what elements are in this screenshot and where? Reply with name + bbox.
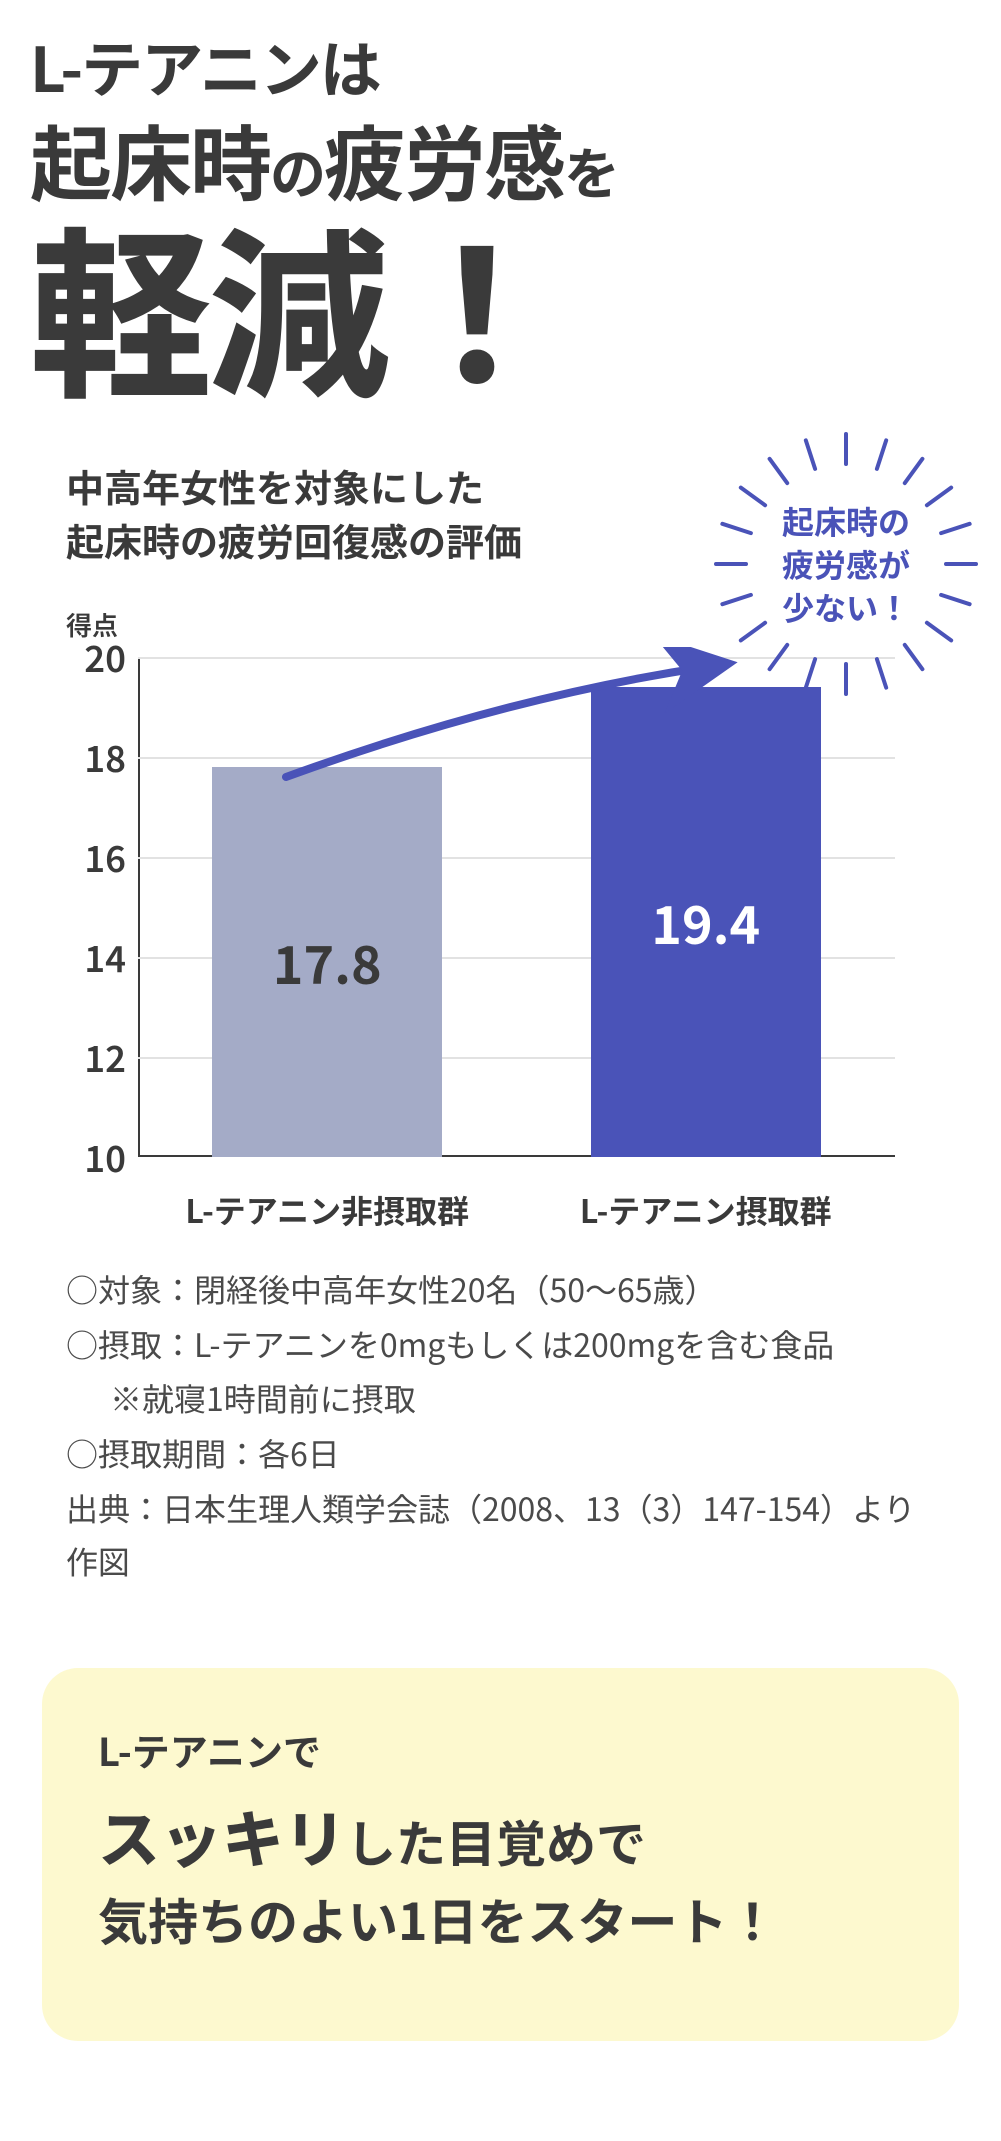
y-tick-label: 12 [66, 1031, 126, 1083]
note-intake-timing: ※就寝1時間前に摂取 [66, 1372, 935, 1425]
x-axis-labels: L-テアニン非摂取群L-テアニン摂取群 [138, 1187, 895, 1233]
summary-callout: L-テアニンで スッキリした目覚めで 気持ちのよい1日をスタート！ [42, 1668, 959, 2041]
y-tick-label: 16 [66, 831, 126, 883]
callout-emphasis: スッキリ [98, 1790, 346, 1880]
y-tick-label: 18 [66, 731, 126, 783]
callout-line2-rest1: した目覚めで [346, 1805, 646, 1877]
study-notes: ○対象：閉経後中高年女性20名（50〜65歳） ○摂取：L-テアニンを0mgもし… [30, 1233, 971, 1588]
headline-line3: 軽減！ [30, 208, 971, 399]
chart-title-line2: 起床時の疲労回復感の評価 [66, 512, 522, 567]
bar-value: 19.4 [651, 884, 760, 959]
note-intake: ○摂取：L-テアニンを0mgもしくは200mgを含む食品 [66, 1318, 935, 1371]
burst-line1: 起床時の [782, 498, 910, 544]
headline-line1: L-テアニンは [30, 20, 971, 110]
y-tick-label: 20 [66, 631, 126, 683]
note-subjects: ○対象：閉経後中高年女性20名（50〜65歳） [66, 1263, 935, 1316]
bar: 17.8 [212, 767, 442, 1157]
x-axis-label: L-テアニン摂取群 [517, 1187, 896, 1233]
note-period: ○摂取期間：各6日 [66, 1427, 935, 1480]
bar-rect: 19.4 [591, 687, 821, 1157]
y-tick-label: 14 [66, 931, 126, 983]
bar-rect: 17.8 [212, 767, 442, 1157]
burst-line2: 疲労感が [782, 541, 910, 587]
y-tick-label: 10 [66, 1131, 126, 1183]
note-source: 出典：日本生理人類学会誌（2008、13（3）147-154）より作図 [66, 1482, 935, 1588]
burst-line3: 少ない！ [782, 584, 910, 630]
chart-wrap: 得点 101214161820 17.819.4 L-テアニン非摂取群L-テアニ… [66, 606, 935, 1233]
headline-line2-d: を [564, 130, 618, 211]
bar: 19.4 [591, 687, 821, 1157]
callout-line2-rest2: 気持ちのよい1日をスタート！ [98, 1883, 778, 1955]
burst-text: 起床時の 疲労感が 少ない！ [782, 500, 910, 630]
chart-area: 101214161820 17.819.4 [66, 657, 935, 1177]
callout-burst: 起床時の 疲労感が 少ない！ [711, 429, 981, 699]
callout-line1: L-テアニンで [98, 1722, 903, 1777]
callout-line2: スッキリした目覚めで 気持ちのよい1日をスタート！ [98, 1789, 903, 1957]
bars-row: 17.8 19.4 [138, 657, 895, 1157]
bar-value: 17.8 [273, 924, 382, 999]
headline: L-テアニンは 起床時の疲労感を 軽減！ [30, 20, 971, 399]
x-axis-label: L-テアニン非摂取群 [138, 1187, 517, 1233]
chart-title-line1: 中高年女性を対象にした [66, 458, 484, 513]
chart-section: 中高年女性を対象にした 起床時の疲労回復感の評価 起床時の 疲労感が 少ない！ … [30, 459, 971, 1232]
